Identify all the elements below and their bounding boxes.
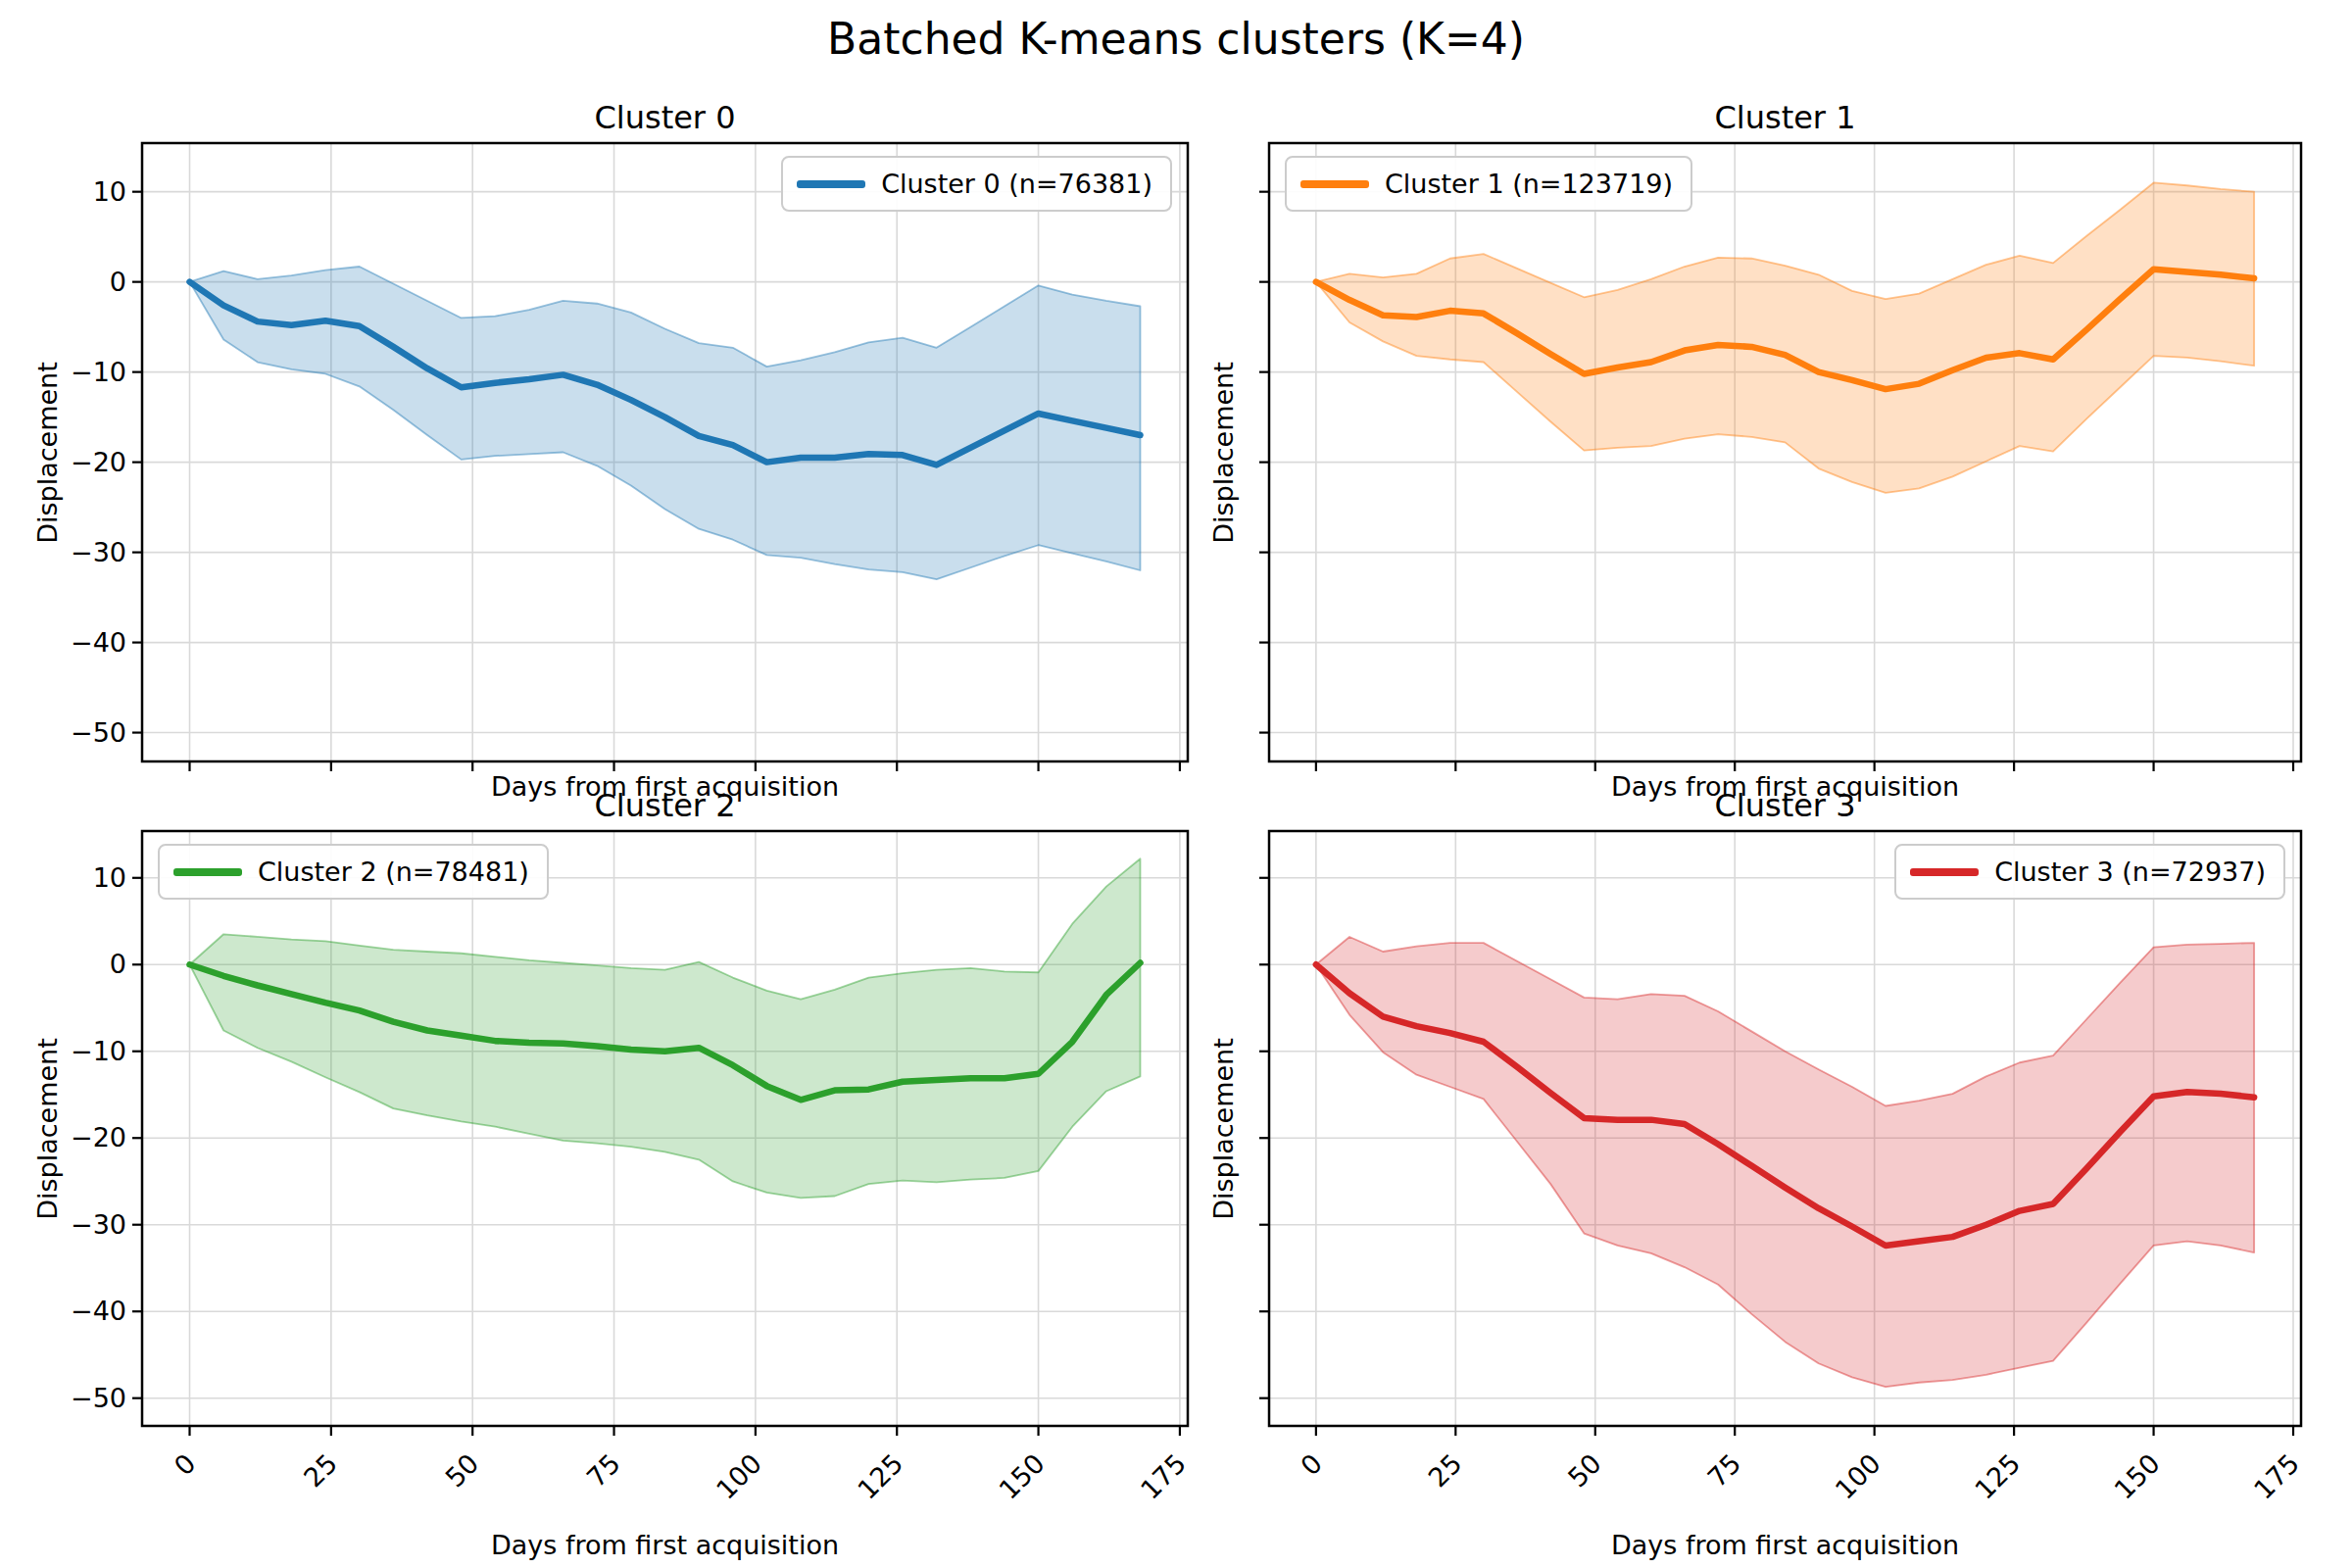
svg-text:0: 0 xyxy=(110,949,126,979)
figure-title: Batched K-means clusters (K=4) xyxy=(827,14,1525,64)
svg-text:−30: −30 xyxy=(71,537,126,567)
legend-label-cluster-2: Cluster 2 (n=78481) xyxy=(258,857,529,887)
svg-text:75: 75 xyxy=(581,1447,626,1493)
tick-labels: 0 25 50 75 100 125 150 175 xyxy=(1295,1447,2305,1504)
x-axis-label-cluster-2: Days from first acquisition xyxy=(491,1530,839,1560)
cluster-1-plot xyxy=(1161,129,2330,869)
tick-labels: 10 0 −10 −20 −30 −40 −50 xyxy=(71,176,126,748)
svg-text:−20: −20 xyxy=(71,447,126,477)
svg-text:−30: −30 xyxy=(71,1209,126,1240)
legend-cluster-0: Cluster 0 (n=76381) xyxy=(781,156,1172,212)
legend-label-cluster-0: Cluster 0 (n=76381) xyxy=(881,169,1152,199)
svg-text:25: 25 xyxy=(1422,1447,1467,1493)
svg-text:125: 125 xyxy=(852,1447,908,1504)
legend-cluster-1: Cluster 1 (n=123719) xyxy=(1285,156,1692,212)
svg-text:0: 0 xyxy=(1295,1447,1328,1481)
svg-text:50: 50 xyxy=(439,1447,484,1493)
svg-text:10: 10 xyxy=(93,862,126,893)
legend-label-cluster-3: Cluster 3 (n=72937) xyxy=(1994,857,2266,887)
svg-text:−10: −10 xyxy=(71,1036,126,1066)
svg-text:25: 25 xyxy=(298,1447,343,1493)
svg-text:175: 175 xyxy=(2248,1447,2305,1504)
svg-text:75: 75 xyxy=(1701,1447,1746,1493)
svg-text:−20: −20 xyxy=(71,1122,126,1152)
svg-text:0: 0 xyxy=(169,1447,202,1481)
svg-text:50: 50 xyxy=(1562,1447,1607,1493)
x-axis-label-cluster-3: Days from first acquisition xyxy=(1611,1530,1959,1560)
svg-text:150: 150 xyxy=(2108,1447,2165,1504)
cluster-2-plot: 0255075100125150175100−10−20−30−40−50 xyxy=(34,817,1217,1534)
legend-label-cluster-1: Cluster 1 (n=123719) xyxy=(1385,169,1673,199)
svg-text:−50: −50 xyxy=(71,717,126,748)
svg-text:0: 0 xyxy=(110,267,126,297)
svg-text:125: 125 xyxy=(1969,1447,2026,1504)
svg-text:100: 100 xyxy=(710,1447,767,1504)
cluster-3-plot: 0 25 50 75 100 125 150 175 xyxy=(1161,817,2330,1534)
legend-cluster-2: Cluster 2 (n=78481) xyxy=(158,844,549,900)
svg-text:−40: −40 xyxy=(71,627,126,658)
svg-text:−10: −10 xyxy=(71,357,126,387)
svg-text:−50: −50 xyxy=(71,1383,126,1413)
figure: Batched K-means clusters (K=4) Cluster 0… xyxy=(0,0,2352,1568)
legend-cluster-3: Cluster 3 (n=72937) xyxy=(1894,844,2285,900)
svg-text:150: 150 xyxy=(993,1447,1050,1504)
cluster-0-plot: 10 0 −10 −20 −30 −40 −50 xyxy=(34,129,1217,869)
legend-line-swatch-cluster-3 xyxy=(1910,868,1979,876)
svg-text:−40: −40 xyxy=(71,1296,126,1326)
svg-text:100: 100 xyxy=(1830,1447,1886,1504)
legend-line-swatch-cluster-0 xyxy=(797,180,865,188)
legend-line-swatch-cluster-1 xyxy=(1300,180,1369,188)
legend-line-swatch-cluster-2 xyxy=(173,868,242,876)
svg-text:10: 10 xyxy=(93,176,126,207)
